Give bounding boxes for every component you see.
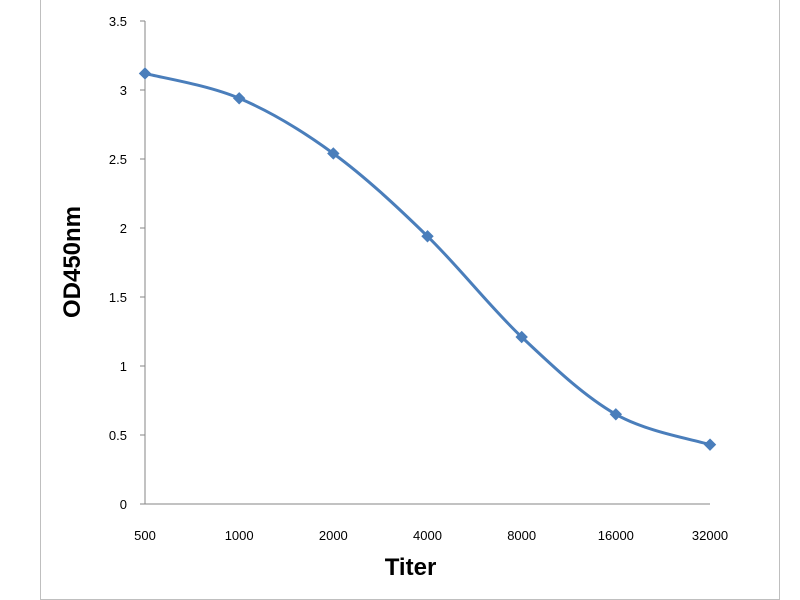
y-axis-title: OD450nm [59,206,86,318]
x-tick-label: 2000 [319,528,348,543]
y-tick-label: 3 [120,83,127,98]
x-tick-label: 1000 [225,528,254,543]
y-tick-label: 0.5 [109,428,127,443]
x-tick-label: 4000 [413,528,442,543]
x-tick-label: 16000 [598,528,634,543]
series-layer [138,67,717,451]
series-line [143,71,712,447]
x-axis-title: Titer [385,554,437,581]
y-tick-labels: 0 0.5 1 1.5 2 2.5 3 3.5 [109,14,145,512]
axes [144,21,710,505]
data-point [515,330,528,344]
data-point [421,230,434,243]
data-point [138,67,152,80]
y-tick-label: 1 [120,359,127,374]
data-point [703,438,717,451]
y-tick-label: 3.5 [109,14,127,29]
x-tick-label: 8000 [507,528,536,543]
y-tick-label: 2 [120,221,127,236]
y-tick-label: 1.5 [109,290,127,305]
y-tick-label: 2.5 [109,152,127,167]
x-tick-label: 32000 [692,528,728,543]
y-tick-label: 0 [120,497,127,512]
x-tick-labels: 500 1000 2000 4000 8000 16000 32000 [134,528,728,543]
data-point [232,92,246,105]
x-tick-label: 500 [134,528,156,543]
data-point [327,147,340,160]
data-point [609,408,623,421]
